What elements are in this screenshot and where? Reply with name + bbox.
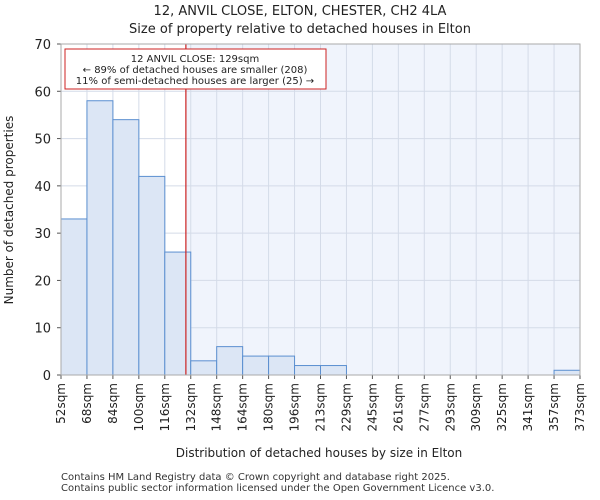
x-tick-label: 84sqm xyxy=(106,383,120,424)
x-tick-label: 373sqm xyxy=(573,383,587,431)
histogram-bar xyxy=(164,251,192,376)
x-tick-label: 100sqm xyxy=(132,383,146,431)
histogram-bar xyxy=(112,119,140,376)
footer-licence: Contains public sector information licen… xyxy=(61,483,495,494)
x-tick-label: 277sqm xyxy=(417,383,431,431)
histogram-bar xyxy=(268,355,296,376)
histogram-bar xyxy=(294,365,321,376)
histogram-bar xyxy=(553,369,581,376)
x-tick-label: 148sqm xyxy=(210,383,224,431)
histogram-bar xyxy=(60,218,88,376)
histogram-bar xyxy=(242,355,270,376)
y-tick-label: 20 xyxy=(34,274,51,289)
y-tick-label: 30 xyxy=(34,227,51,242)
chart-title-address: 12, ANVIL CLOSE, ELTON, CHESTER, CH2 4LA xyxy=(153,4,447,19)
histogram-bar xyxy=(138,175,166,376)
histogram-bar xyxy=(86,100,114,376)
x-axis-label: Distribution of detached houses by size … xyxy=(176,446,462,460)
x-tick-label: 341sqm xyxy=(521,383,535,431)
x-tick-label: 164sqm xyxy=(236,383,250,431)
x-tick-label: 357sqm xyxy=(547,383,561,431)
larger-region-shade xyxy=(185,44,580,375)
y-tick-label: 70 xyxy=(34,38,51,53)
chart-title: Size of property relative to detached ho… xyxy=(129,22,471,37)
bars xyxy=(60,100,581,376)
y-tick-label: 40 xyxy=(34,180,51,195)
y-tick-label: 10 xyxy=(34,322,51,337)
histogram-bar xyxy=(320,365,347,376)
y-tick-label: 0 xyxy=(43,369,51,384)
x-axis-ticks: 52sqm 68sqm 84sqm 100sqm 116sqm 132sqm 148sqm 1… xyxy=(54,375,587,431)
x-tick-label: 293sqm xyxy=(443,383,457,431)
footer-copyright: Contains HM Land Registry data © Crown c… xyxy=(61,472,450,483)
x-tick-label: 261sqm xyxy=(391,383,405,431)
x-tick-label: 68sqm xyxy=(80,383,94,424)
annotation-line-3: 11% of semi-detached houses are larger (… xyxy=(76,76,314,87)
annotation-box: 12 ANVIL CLOSE: 129sqm ← 89% of detached… xyxy=(64,48,327,90)
y-tick-label: 50 xyxy=(34,133,51,148)
y-tick-label: 60 xyxy=(34,85,51,100)
x-tick-label: 213sqm xyxy=(314,383,328,431)
x-tick-label: 229sqm xyxy=(339,383,353,431)
y-axis-label: Number of detached properties xyxy=(2,116,16,305)
x-tick-label: 180sqm xyxy=(262,383,276,431)
annotation-line-1: 12 ANVIL CLOSE: 129sqm xyxy=(131,54,259,65)
x-tick-label: 116sqm xyxy=(158,383,172,431)
x-tick-label: 132sqm xyxy=(184,383,198,431)
x-tick-label: 52sqm xyxy=(54,383,68,424)
histogram-bar xyxy=(190,360,218,376)
x-tick-label: 245sqm xyxy=(365,383,379,431)
x-tick-label: 309sqm xyxy=(469,383,483,431)
y-axis-ticks: 0 10 20 30 40 50 60 70 xyxy=(34,38,61,384)
annotation-line-2: ← 89% of detached houses are smaller (20… xyxy=(83,65,308,76)
histogram-chart: 12 ANVIL CLOSE: 129sqm ← 89% of detached… xyxy=(2,38,587,460)
histogram-bar xyxy=(216,346,244,376)
x-tick-label: 325sqm xyxy=(495,383,509,431)
x-tick-label: 196sqm xyxy=(288,383,302,431)
plot-frame xyxy=(60,43,581,376)
